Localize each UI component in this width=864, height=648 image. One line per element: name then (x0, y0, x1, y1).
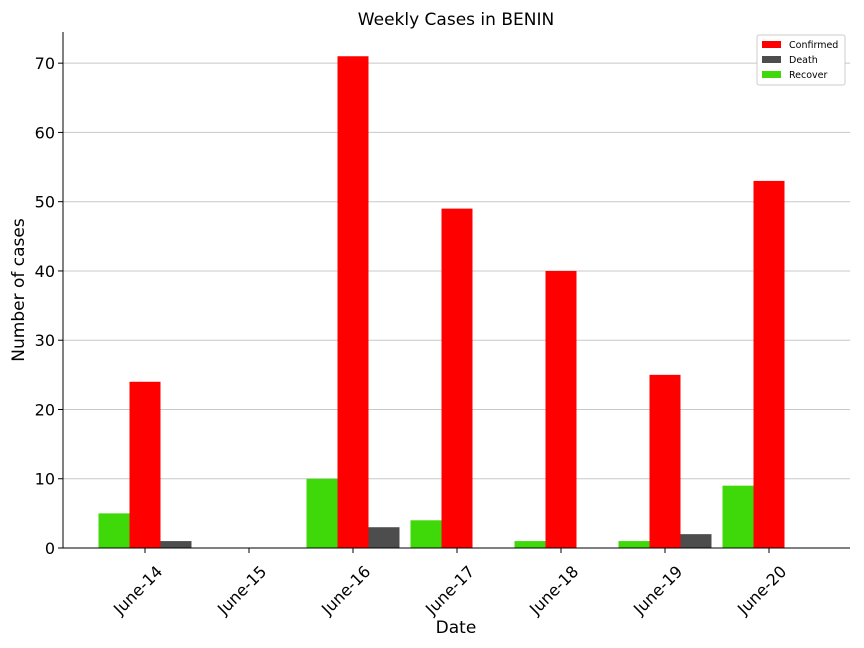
x-ticks: June-14 June-15 June-16 June-17 June-18 June-… (109, 548, 790, 619)
y-tick-label: 0 (45, 539, 55, 558)
bar-recover-june-18 (514, 541, 546, 548)
bar-death-june-14 (160, 541, 192, 548)
y-ticks: 0 10 20 30 40 50 60 70 (35, 54, 63, 558)
bar-recover-june-19 (618, 541, 650, 548)
bar-confirmed-june-20 (753, 180, 785, 548)
y-tick-label: 50 (35, 193, 55, 212)
y-tick-label: 40 (35, 262, 55, 281)
legend: Confirmed Death Recover (756, 34, 846, 86)
bar-death-june-19 (680, 534, 712, 548)
y-tick-label: 30 (35, 331, 55, 350)
y-axis-title: Number of cases (9, 218, 29, 362)
bar-recover-june-16 (306, 478, 338, 548)
chart-title: Weekly Cases in BENIN (358, 10, 554, 30)
bar-confirmed-june-17 (441, 208, 473, 549)
x-tick-label: June-19 (629, 562, 686, 619)
x-tick-label: June-20 (733, 562, 790, 619)
bar-confirmed-june-16 (337, 56, 369, 549)
y-tick-label: 20 (35, 400, 55, 419)
x-tick-label: June-16 (317, 562, 374, 619)
y-tick-label: 10 (35, 470, 55, 489)
bar-death-june-16 (368, 527, 400, 548)
x-tick-label: June-15 (213, 562, 270, 619)
bar-confirmed-june-14 (129, 381, 161, 548)
bar-confirmed-june-18 (545, 270, 577, 548)
legend-label-recover: Recover (789, 70, 828, 81)
legend-swatch-recover (762, 71, 781, 78)
x-axis-title: Date (436, 618, 477, 638)
legend-swatch-death (762, 56, 781, 63)
bar-confirmed-june-19 (649, 374, 681, 548)
x-tick-label: June-18 (525, 562, 582, 619)
bar-recover-june-14 (98, 513, 130, 548)
y-tick-label: 70 (35, 54, 55, 73)
legend-label-death: Death (789, 55, 818, 66)
bar-recover-june-17 (410, 520, 442, 548)
legend-swatch-confirmed (762, 41, 781, 48)
bar-recover-june-20 (722, 485, 754, 548)
legend-label-confirmed: Confirmed (789, 40, 838, 51)
x-tick-label: June-14 (109, 562, 166, 619)
bars (98, 56, 785, 549)
x-tick-label: June-17 (421, 562, 478, 619)
y-tick-label: 60 (35, 123, 55, 142)
